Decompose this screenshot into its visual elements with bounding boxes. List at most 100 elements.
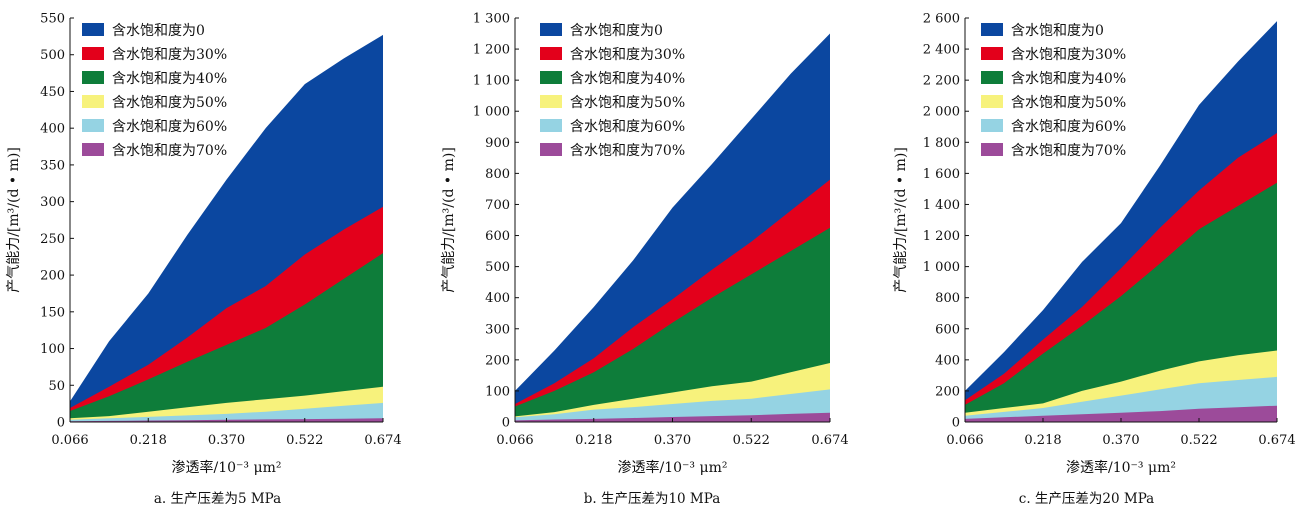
- chart-a-caption: a. 生产压差为5 MPa: [153, 491, 282, 507]
- legend-label: 含水饱和度为50%: [1011, 95, 1126, 111]
- y-tick-label: 1 000: [473, 105, 510, 120]
- y-tick-label: 600: [935, 322, 960, 337]
- y-tick-label: 0: [952, 416, 960, 431]
- legend-swatch: [82, 95, 104, 108]
- chart-b: 0 100 200 300 400 500 600 700 800 900 1 000 1 100 1 …: [441, 12, 849, 477]
- x-tick-label: 0.066: [946, 433, 983, 448]
- y-tick-label: 1 600: [923, 167, 960, 182]
- legend-swatch: [540, 95, 562, 108]
- legend-swatch: [981, 23, 1003, 36]
- x-tick-label: 0.218: [130, 433, 167, 448]
- legend-label: 含水饱和度为40%: [1011, 71, 1126, 87]
- y-tick-label: 900: [485, 136, 510, 151]
- y-tick-label: 400: [935, 353, 960, 368]
- y-tick-label: 500: [40, 48, 65, 63]
- legend-swatch: [981, 95, 1003, 108]
- y-tick-label: 2 200: [923, 74, 960, 89]
- y-tick-label: 800: [935, 291, 960, 306]
- y-tick-label: 1 800: [923, 136, 960, 151]
- legend-label: 含水饱和度为0: [1011, 23, 1104, 39]
- y-axis-label: 产气能力/[m³/(d • m)]: [6, 147, 22, 293]
- x-tick-label: 0.674: [811, 433, 848, 448]
- area-a-series-4: [70, 402, 383, 422]
- x-tick-label: 0.370: [654, 433, 691, 448]
- y-axis-label: 产气能力/[m³/(d • m)]: [441, 147, 457, 293]
- chart-panel-c: 0 200 400 600 800 1 000 1 200 1 400 1 600 1 800 2 …: [869, 0, 1304, 507]
- y-tick-label: 0: [57, 416, 65, 431]
- x-tick-label: 0.674: [1258, 433, 1295, 448]
- chart-panel-b: 0 100 200 300 400 500 600 700 800 900 1 000 1 100 1 …: [435, 0, 869, 507]
- y-tick-label: 2 600: [923, 12, 960, 27]
- legend-label: 含水饱和度为60%: [112, 119, 227, 135]
- legend-swatch: [981, 47, 1003, 60]
- chart-c-caption: c. 生产压差为20 MPa: [1018, 491, 1155, 507]
- y-tick-label: 1 200: [923, 229, 960, 244]
- legend-label: 含水饱和度为0: [570, 23, 663, 39]
- x-tick-label: 0.674: [364, 433, 401, 448]
- y-tick-label: 400: [485, 291, 510, 306]
- x-axis-label: 渗透率/10⁻³ μm²: [618, 459, 728, 476]
- y-tick-label: 0: [502, 416, 510, 431]
- legend-label: 含水饱和度为70%: [1011, 143, 1126, 159]
- x-tick-label: 0.218: [575, 433, 612, 448]
- x-tick-label: 0.370: [208, 433, 245, 448]
- legend-swatch: [981, 143, 1003, 156]
- legend-swatch: [82, 47, 104, 60]
- legend-swatch: [981, 71, 1003, 84]
- y-tick-label: 50: [48, 379, 65, 394]
- legend-swatch: [82, 119, 104, 132]
- legend-swatch: [540, 143, 562, 156]
- legend-label: 含水饱和度为0: [112, 23, 205, 39]
- x-axis-label: 渗透率/10⁻³ μm²: [172, 459, 282, 476]
- legend-label: 含水饱和度为30%: [1011, 47, 1126, 63]
- y-tick-label: 1 400: [923, 198, 960, 213]
- legend-label: 含水饱和度为70%: [570, 143, 685, 159]
- x-tick-label: 0.522: [1180, 433, 1217, 448]
- area-c-series-5: [965, 405, 1277, 422]
- legend-label: 含水饱和度为60%: [1011, 119, 1126, 135]
- x-axis-label: 渗透率/10⁻³ μm²: [1066, 459, 1176, 476]
- chart-b-caption: b. 生产压差为10 MPa: [583, 491, 721, 507]
- legend-label: 含水饱和度为30%: [112, 47, 227, 63]
- y-tick-label: 200: [935, 384, 960, 399]
- legend-label: 含水饱和度为50%: [112, 95, 227, 111]
- legend-swatch: [82, 143, 104, 156]
- y-tick-label: 2 000: [923, 105, 960, 120]
- y-tick-label: 1 300: [473, 12, 510, 27]
- area-a-series-2: [70, 253, 383, 422]
- x-tick-label: 0.522: [286, 433, 323, 448]
- legend-label: 含水饱和度为40%: [112, 71, 227, 87]
- legend-label: 含水饱和度为40%: [570, 71, 685, 87]
- y-tick-label: 300: [40, 195, 65, 210]
- y-tick-label: 1 100: [473, 74, 510, 89]
- y-tick-label: 100: [485, 384, 510, 399]
- chart-a: 0 50 100 150 200 250 300 350 400 450 500 550 0.066 0.…: [6, 12, 402, 477]
- y-tick-label: 450: [40, 85, 65, 100]
- legend-swatch: [540, 47, 562, 60]
- y-tick-label: 200: [40, 269, 65, 284]
- x-tick-label: 0.370: [1102, 433, 1139, 448]
- legend-label: 含水饱和度为30%: [570, 47, 685, 63]
- area-b-series-4: [515, 389, 830, 422]
- y-tick-label: 1 000: [923, 260, 960, 275]
- y-tick-label: 150: [40, 305, 65, 320]
- y-tick-label: 600: [485, 229, 510, 244]
- area-b-series-2: [515, 227, 830, 422]
- x-tick-label: 0.522: [733, 433, 770, 448]
- legend-label: 含水饱和度为60%: [570, 119, 685, 135]
- y-tick-label: 250: [40, 232, 65, 247]
- legend-label: 含水饱和度为70%: [112, 143, 227, 159]
- y-tick-label: 100: [40, 342, 65, 357]
- legend-swatch: [540, 71, 562, 84]
- chart-c: 0 200 400 600 800 1 000 1 200 1 400 1 600 1 800 2 …: [893, 12, 1296, 477]
- legend-swatch: [82, 23, 104, 36]
- legend-swatch: [540, 23, 562, 36]
- chart-panel-a: 0 50 100 150 200 250 300 350 400 450 500 550 0.066 0.…: [0, 0, 435, 507]
- legend-label: 含水饱和度为50%: [570, 95, 685, 111]
- y-tick-label: 2 400: [923, 43, 960, 58]
- y-tick-label: 400: [40, 122, 65, 137]
- y-tick-label: 350: [40, 158, 65, 173]
- y-tick-label: 800: [485, 167, 510, 182]
- legend-swatch: [82, 71, 104, 84]
- y-tick-label: 550: [40, 12, 65, 27]
